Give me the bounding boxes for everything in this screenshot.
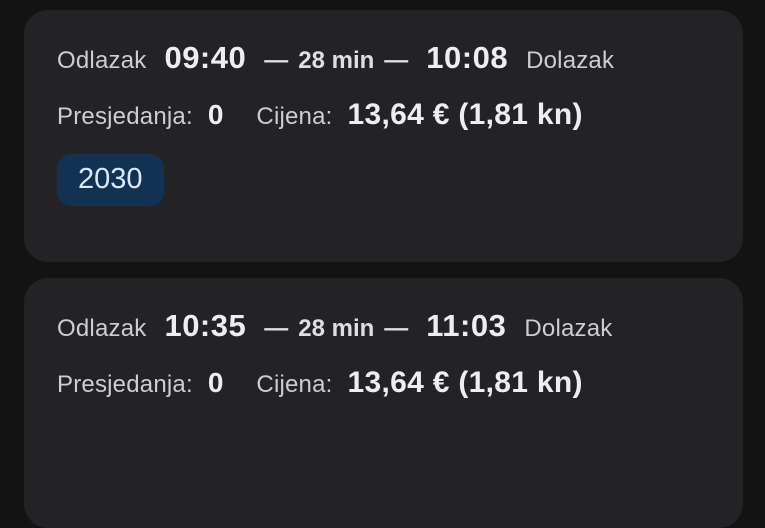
route-card[interactable]: Odlazak 10:35 — 28 min — 11:03 Dolazak P… <box>24 278 743 528</box>
duration-value: 28 min <box>298 315 375 342</box>
train-number-badge[interactable]: 2030 <box>57 154 164 206</box>
transfers-value: 0 <box>207 99 224 130</box>
price-value: 13,64 € (1,81 kn) <box>347 98 583 131</box>
price-label: Cijena: <box>256 371 333 398</box>
duration-value: 28 min <box>298 47 375 74</box>
arrival-label: Dolazak <box>524 315 613 342</box>
dash-right: — <box>384 315 409 342</box>
route-card[interactable]: Odlazak 09:40 — 28 min — 10:08 Dolazak P… <box>24 10 743 262</box>
route-meta-row: Presjedanja: 0 Cijena: 13,64 € (1,81 kn) <box>57 98 710 132</box>
departure-time: 10:35 <box>164 308 247 343</box>
duration-separator: — 28 min — <box>264 315 408 343</box>
transfers-value: 0 <box>207 367 224 398</box>
departure-time: 09:40 <box>164 40 247 75</box>
dash-left: — <box>264 315 289 342</box>
arrival-label: Dolazak <box>526 47 615 74</box>
route-meta-row: Presjedanja: 0 Cijena: 13,64 € (1,81 kn) <box>57 366 710 400</box>
departure-label: Odlazak <box>57 47 147 74</box>
route-times-row: Odlazak 10:35 — 28 min — 11:03 Dolazak <box>57 308 710 344</box>
dash-left: — <box>264 47 289 74</box>
arrival-time: 11:03 <box>426 308 507 343</box>
departure-label: Odlazak <box>57 315 147 342</box>
dash-right: — <box>384 47 409 74</box>
transfers-label: Presjedanja: <box>57 103 193 130</box>
transfers-label: Presjedanja: <box>57 371 193 398</box>
arrival-time: 10:08 <box>426 40 509 75</box>
route-times-row: Odlazak 09:40 — 28 min — 10:08 Dolazak <box>57 40 710 76</box>
price-label: Cijena: <box>256 103 333 130</box>
price-value: 13,64 € (1,81 kn) <box>347 366 583 399</box>
duration-separator: — 28 min — <box>264 47 408 75</box>
